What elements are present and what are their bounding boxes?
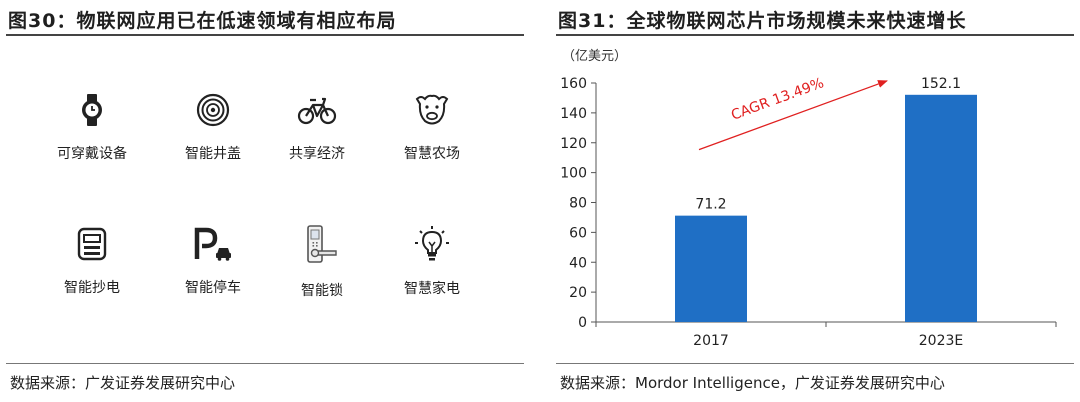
door-lock-icon	[307, 225, 337, 263]
grid-item-lock: 智能锁	[267, 224, 377, 300]
bar-2023E	[905, 94, 977, 322]
grid-item-manhole: 智能井盖	[158, 93, 268, 163]
x-axis: 2017 2023E	[595, 321, 1057, 349]
y-tick-label: 160	[560, 76, 587, 92]
y-axis: 0 20 40 60 80 100 120 140 160	[560, 76, 597, 331]
bar-value-label: 152.1	[921, 76, 961, 92]
grid-label-sharing: 共享经济	[289, 146, 345, 162]
y-tick-label: 80	[569, 196, 587, 212]
bar-chart: （亿美元） 0 20 40 60 80 100 120 140 160 2017 2023E 71…	[560, 49, 1057, 349]
bar-value-label: 71.2	[695, 197, 726, 213]
light-bulb-icon	[415, 226, 449, 261]
smartwatch-icon	[82, 94, 102, 126]
bicycle-icon	[297, 97, 337, 125]
grid-label-farm: 智慧农场	[404, 146, 460, 162]
cagr-annotation: CAGR 13.49%	[729, 75, 826, 124]
grid-label-manhole: 智能井盖	[185, 146, 241, 162]
left-source-rule	[6, 363, 524, 364]
y-tick-label: 0	[578, 315, 587, 331]
y-tick-label: 60	[569, 225, 587, 241]
grid-item-wearables: 可穿戴设备	[37, 93, 147, 163]
y-tick-label: 120	[560, 136, 587, 152]
grid-item-parking: 智能停车	[158, 227, 268, 297]
grid-label-parking: 智能停车	[185, 280, 241, 296]
manhole-cover-icon	[196, 93, 230, 127]
bars: 71.2 152.1	[675, 76, 977, 322]
y-unit-label: （亿美元）	[562, 49, 627, 64]
x-category-label: 2017	[693, 333, 729, 349]
grid-item-appliance: 智慧家电	[377, 224, 487, 298]
left-figure-title: 图30：物联网应用已在低速领域有相应布局	[8, 10, 397, 32]
grid-label-meter: 智能抄电	[64, 280, 120, 296]
left-source-note: 数据来源：广发证券发展研究中心	[10, 374, 236, 392]
grid-item-meter: 智能抄电	[37, 227, 147, 297]
right-source-note: 数据来源：Mordor Intelligence，广发证券发展研究中心	[560, 374, 945, 392]
grid-item-sharing: 共享经济	[262, 93, 372, 163]
bar-2017	[675, 215, 747, 322]
electric-meter-icon	[77, 227, 107, 261]
grid-item-farm: 智慧农场	[377, 91, 487, 163]
right-title-rule	[556, 34, 1074, 36]
cow-icon	[415, 94, 449, 125]
right-source-rule	[556, 363, 1074, 364]
y-tick-label: 100	[560, 166, 587, 182]
y-tick-label: 20	[569, 285, 587, 301]
cagr-arrow	[698, 80, 888, 151]
left-figure-panel: 图30：物联网应用已在低速领域有相应布局 可穿戴设备 智能井盖 共享经济	[0, 0, 530, 402]
y-tick-label: 40	[569, 255, 587, 271]
parking-icon	[194, 227, 231, 261]
left-title-rule	[6, 34, 524, 36]
grid-label-wearables: 可穿戴设备	[57, 146, 127, 162]
right-figure-panel: 图31：全球物联网芯片市场规模未来快速增长 （亿美元） 0 20 40 60 80 100…	[550, 0, 1080, 402]
x-category-label: 2023E	[919, 333, 963, 349]
y-tick-label: 140	[560, 106, 587, 122]
right-figure-title: 图31：全球物联网芯片市场规模未来快速增长	[558, 10, 967, 32]
grid-label-lock: 智能锁	[301, 283, 343, 299]
grid-label-appliance: 智慧家电	[404, 281, 460, 297]
